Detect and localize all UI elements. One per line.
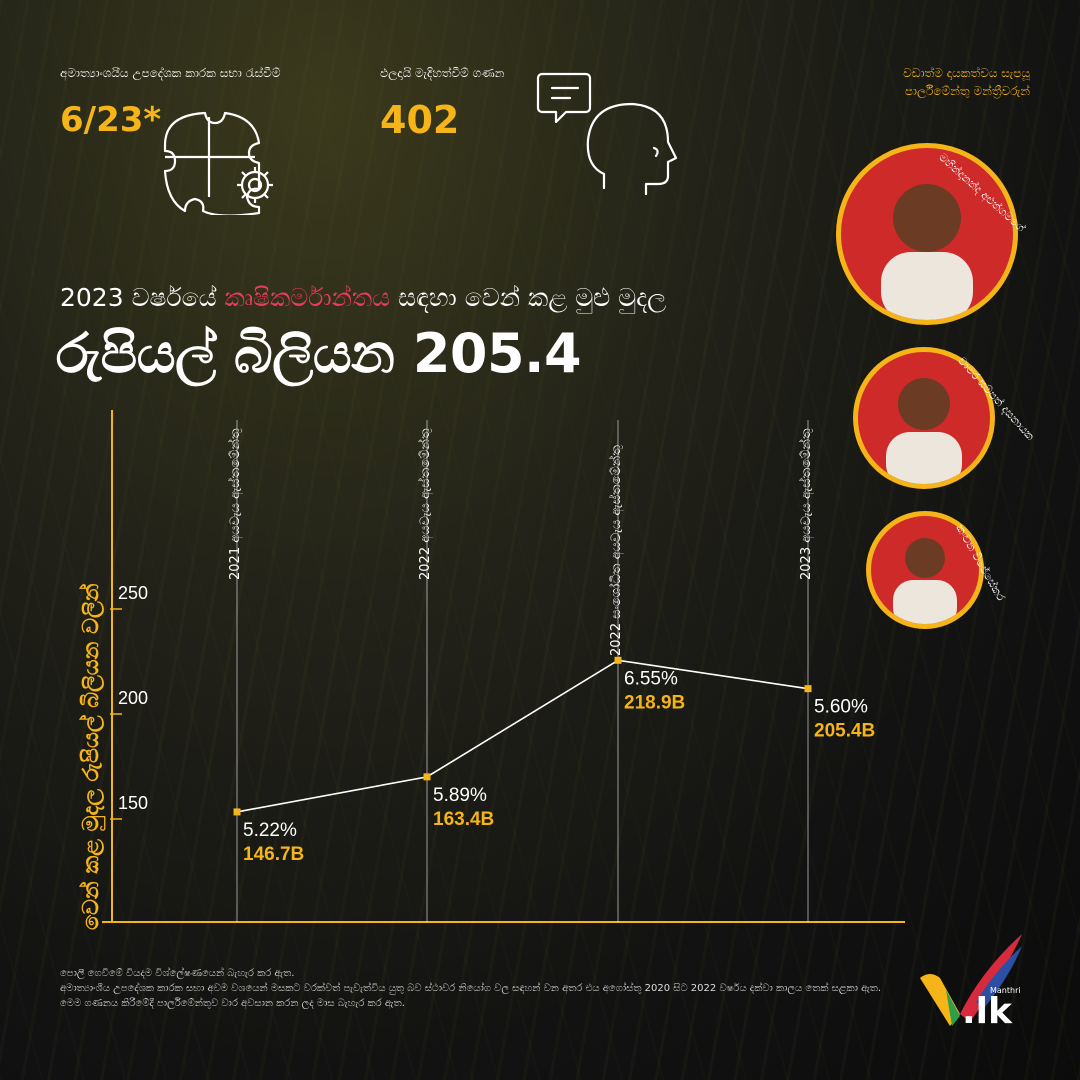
- speech-head-icon: [536, 72, 678, 196]
- y-tick-label: 200: [118, 688, 148, 708]
- value-label: 146.7B: [243, 844, 304, 865]
- data-point: [233, 808, 241, 816]
- mp-portrait-3: [866, 511, 984, 629]
- percent-label: 5.89%: [433, 785, 487, 806]
- logo-name: Manthri: [990, 986, 1021, 995]
- headline-prefix: 2023 වර්ෂයේ: [60, 283, 225, 312]
- puzzle-gear-icon: [163, 111, 273, 215]
- value-label: 205.4B: [814, 721, 875, 742]
- footnotes: පොලී ගෙවීමේ වියදම විශ්ලේෂණයෙන් බැහැර කර …: [60, 966, 890, 1011]
- data-point: [614, 656, 622, 664]
- mp-portrait-1: [836, 143, 1018, 325]
- category-label: 2022 සංශෝධිත අයවැය ඇස්තමේන්තු: [608, 445, 624, 656]
- y-tick-label: 250: [118, 583, 148, 603]
- data-line: [236, 659, 809, 813]
- y-tick-label: 150: [118, 793, 148, 813]
- data-point: [423, 773, 431, 781]
- percent-label: 6.55%: [624, 668, 678, 689]
- top-contributors-heading: වඩාත්ම දායකත්වය සැපයූ පාර්ලිමේන්තු මන්ත්…: [903, 66, 1030, 98]
- percent-label: 5.60%: [814, 697, 868, 718]
- headline-accent: කෘෂිකර්මාන්තය: [224, 283, 391, 312]
- data-point: [804, 685, 812, 693]
- consultative-meetings-label: අමාත්‍යාංශයීය උපදේශක කාරක සභා රැස්වීම්: [60, 66, 281, 80]
- value-label: 163.4B: [433, 809, 494, 830]
- interventions-value: 402: [380, 98, 460, 142]
- manthri-logo-icon: [920, 934, 1022, 1026]
- interventions-label: ඵලදායි මැදිහත්වීම් ගණන: [380, 66, 505, 80]
- category-label: 2022 අයවැය ඇස්තමේන්තු: [417, 428, 433, 580]
- logo-domain: .lk: [962, 991, 1012, 1032]
- percent-label: 5.22%: [243, 820, 297, 841]
- footnote-2: අමාත්‍යාංශීය උපදේශක කාරක සභා අවම වශයෙන් …: [60, 983, 882, 1009]
- footnote-1: පොලී ගෙවීමේ වියදම විශ්ලේෂණයෙන් බැහැර කර …: [60, 968, 295, 979]
- total-allocation-title: රුපියල් බිලියන 205.4: [56, 322, 582, 385]
- mp-portrait-2: [853, 347, 995, 489]
- category-label: 2021 අයවැය ඇස්තමේන්තු: [227, 428, 243, 580]
- consultative-meetings-value: 6/23*: [60, 100, 162, 140]
- headline: 2023 වර්ෂයේ කෘෂිකර්මාන්තය සඳහා වෙන් කළ ම…: [60, 283, 666, 313]
- headline-suffix: සඳහා වෙන් කළ මුළු මුදල: [390, 283, 667, 312]
- y-axis-label: වෙන් කළ මුදල රුපියල් බිලියන වලින්: [78, 583, 106, 930]
- value-label: 218.9B: [624, 692, 685, 713]
- category-label: 2023 අයවැය ඇස්තමේන්තු: [798, 428, 814, 580]
